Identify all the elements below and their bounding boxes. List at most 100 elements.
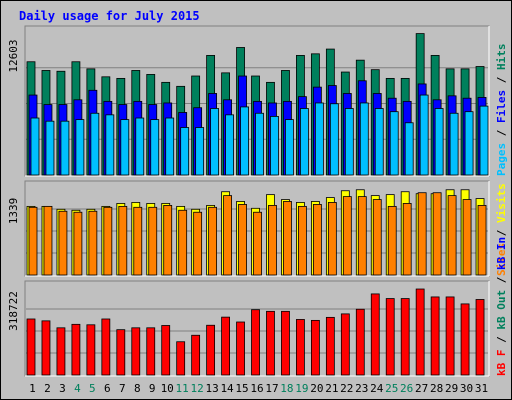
bar-sites-2	[43, 205, 53, 276]
bar-kb-f-12	[191, 334, 201, 376]
bar-kb-f-21	[325, 316, 335, 376]
bar-pages-9	[150, 119, 160, 176]
bar-kb-f-27	[415, 288, 425, 376]
x-tick-label: 14	[220, 382, 234, 395]
bar-pages-28	[434, 108, 444, 176]
x-tick-label: 24	[370, 382, 384, 395]
bar-sites-7	[118, 205, 128, 276]
x-tick-label: 20	[310, 382, 323, 395]
x-tick-label: 12	[191, 382, 204, 395]
bar-pages-11	[180, 127, 190, 176]
bar-pages-12	[195, 127, 205, 176]
x-tick-label: 6	[104, 382, 111, 395]
bar-pages-15	[240, 106, 249, 176]
bar-kb-f-18	[281, 310, 290, 376]
bar-pages-24	[374, 108, 384, 176]
x-tick-label: 2	[44, 382, 51, 395]
bar-pages-27	[419, 94, 429, 176]
bar-sites-8	[133, 206, 143, 276]
legend-entry: /	[495, 123, 508, 143]
x-tick-label: 4	[74, 382, 81, 395]
bar-kb-f-13	[206, 324, 216, 376]
x-tick-label: 18	[280, 382, 293, 395]
legend-entry: /	[495, 223, 508, 243]
legend-entry: kB F	[495, 350, 508, 377]
bar-kb-f-23	[355, 308, 365, 376]
bar-pages-2	[45, 120, 55, 176]
bar-kb-f-7	[116, 329, 126, 376]
bar-sites-22	[342, 196, 352, 276]
bar-kb-f-8	[131, 327, 141, 376]
x-tick-label: 10	[161, 382, 174, 395]
bar-pages-16	[255, 112, 264, 176]
bar-sites-14	[223, 195, 232, 276]
bar-pages-3	[60, 120, 70, 176]
bar-kb-f-30	[460, 303, 470, 376]
legend-entry: /	[495, 330, 508, 350]
bar-sites-13	[208, 206, 218, 276]
bar-sites-1	[28, 206, 38, 276]
x-tick-label: 9	[149, 382, 156, 395]
bar-kb-f-10	[161, 325, 171, 376]
x-tick-label: 11	[176, 382, 189, 395]
bar-sites-24	[372, 199, 382, 276]
x-tick-label: 1	[29, 382, 36, 395]
bar-kb-f-28	[430, 296, 440, 376]
x-tick-label: 23	[355, 382, 368, 395]
x-tick-label: 7	[119, 382, 126, 395]
bar-pages-13	[210, 108, 220, 176]
bar-pages-30	[464, 111, 474, 176]
bar-pages-5	[90, 112, 100, 176]
bar-sites-31	[477, 205, 487, 276]
legend-entry: Visits	[495, 183, 508, 223]
x-tick-label: 3	[59, 382, 66, 395]
bar-kb-f-19	[296, 319, 305, 376]
bar-pages-1	[30, 117, 40, 176]
series-kb-f	[26, 288, 485, 376]
bar-sites-21	[327, 202, 337, 276]
series-sites	[28, 192, 487, 276]
bar-sites-18	[283, 201, 292, 276]
x-tick-label: 15	[235, 382, 248, 395]
bar-pages-21	[329, 103, 339, 176]
bar-sites-19	[298, 205, 307, 276]
x-tick-label: 17	[265, 382, 278, 395]
bar-sites-12	[193, 211, 203, 276]
bar-pages-10	[165, 117, 175, 176]
panel-kbin-kbout-kbf: 318722	[7, 280, 490, 377]
bar-kb-f-4	[71, 323, 81, 376]
bar-kb-f-29	[445, 296, 455, 376]
x-tick-label: 28	[430, 382, 443, 395]
bar-sites-28	[432, 192, 442, 276]
ymax-label: 318722	[7, 291, 20, 331]
bar-sites-26	[402, 203, 412, 276]
bar-pages-19	[300, 108, 309, 176]
legend-entry: /	[495, 270, 508, 290]
bar-kb-f-1	[26, 318, 36, 376]
legend-entry: kB In	[495, 237, 508, 270]
ymax-label: 1339	[7, 198, 20, 225]
bar-sites-4	[73, 211, 83, 276]
bar-kb-f-17	[266, 310, 275, 376]
bar-pages-25	[389, 111, 399, 176]
bar-sites-9	[148, 206, 158, 276]
legend-entry: /	[495, 70, 508, 90]
bar-pages-14	[225, 114, 234, 176]
bar-sites-16	[253, 211, 262, 276]
bar-pages-8	[135, 117, 145, 176]
bar-kb-f-14	[221, 316, 230, 376]
bar-pages-22	[344, 108, 354, 176]
legend-entry: Pages	[495, 143, 508, 176]
bar-pages-4	[75, 119, 85, 176]
x-tick-label: 21	[325, 382, 338, 395]
bar-sites-5	[88, 210, 98, 276]
x-tick-label: 16	[250, 382, 263, 395]
bar-pages-23	[359, 102, 369, 176]
bar-pages-6	[105, 114, 115, 176]
x-axis-labels: 1 2 3 4 5 6 7 8 9 10 11 12 13 14 15 16 17 18 19 20 21 22 23 24 2…	[29, 382, 488, 395]
bar-sites-27	[417, 192, 427, 276]
bar-sites-15	[238, 204, 247, 276]
x-tick-label: 13	[205, 382, 218, 395]
x-tick-label: 30	[460, 382, 473, 395]
x-tick-label: 19	[295, 382, 308, 395]
